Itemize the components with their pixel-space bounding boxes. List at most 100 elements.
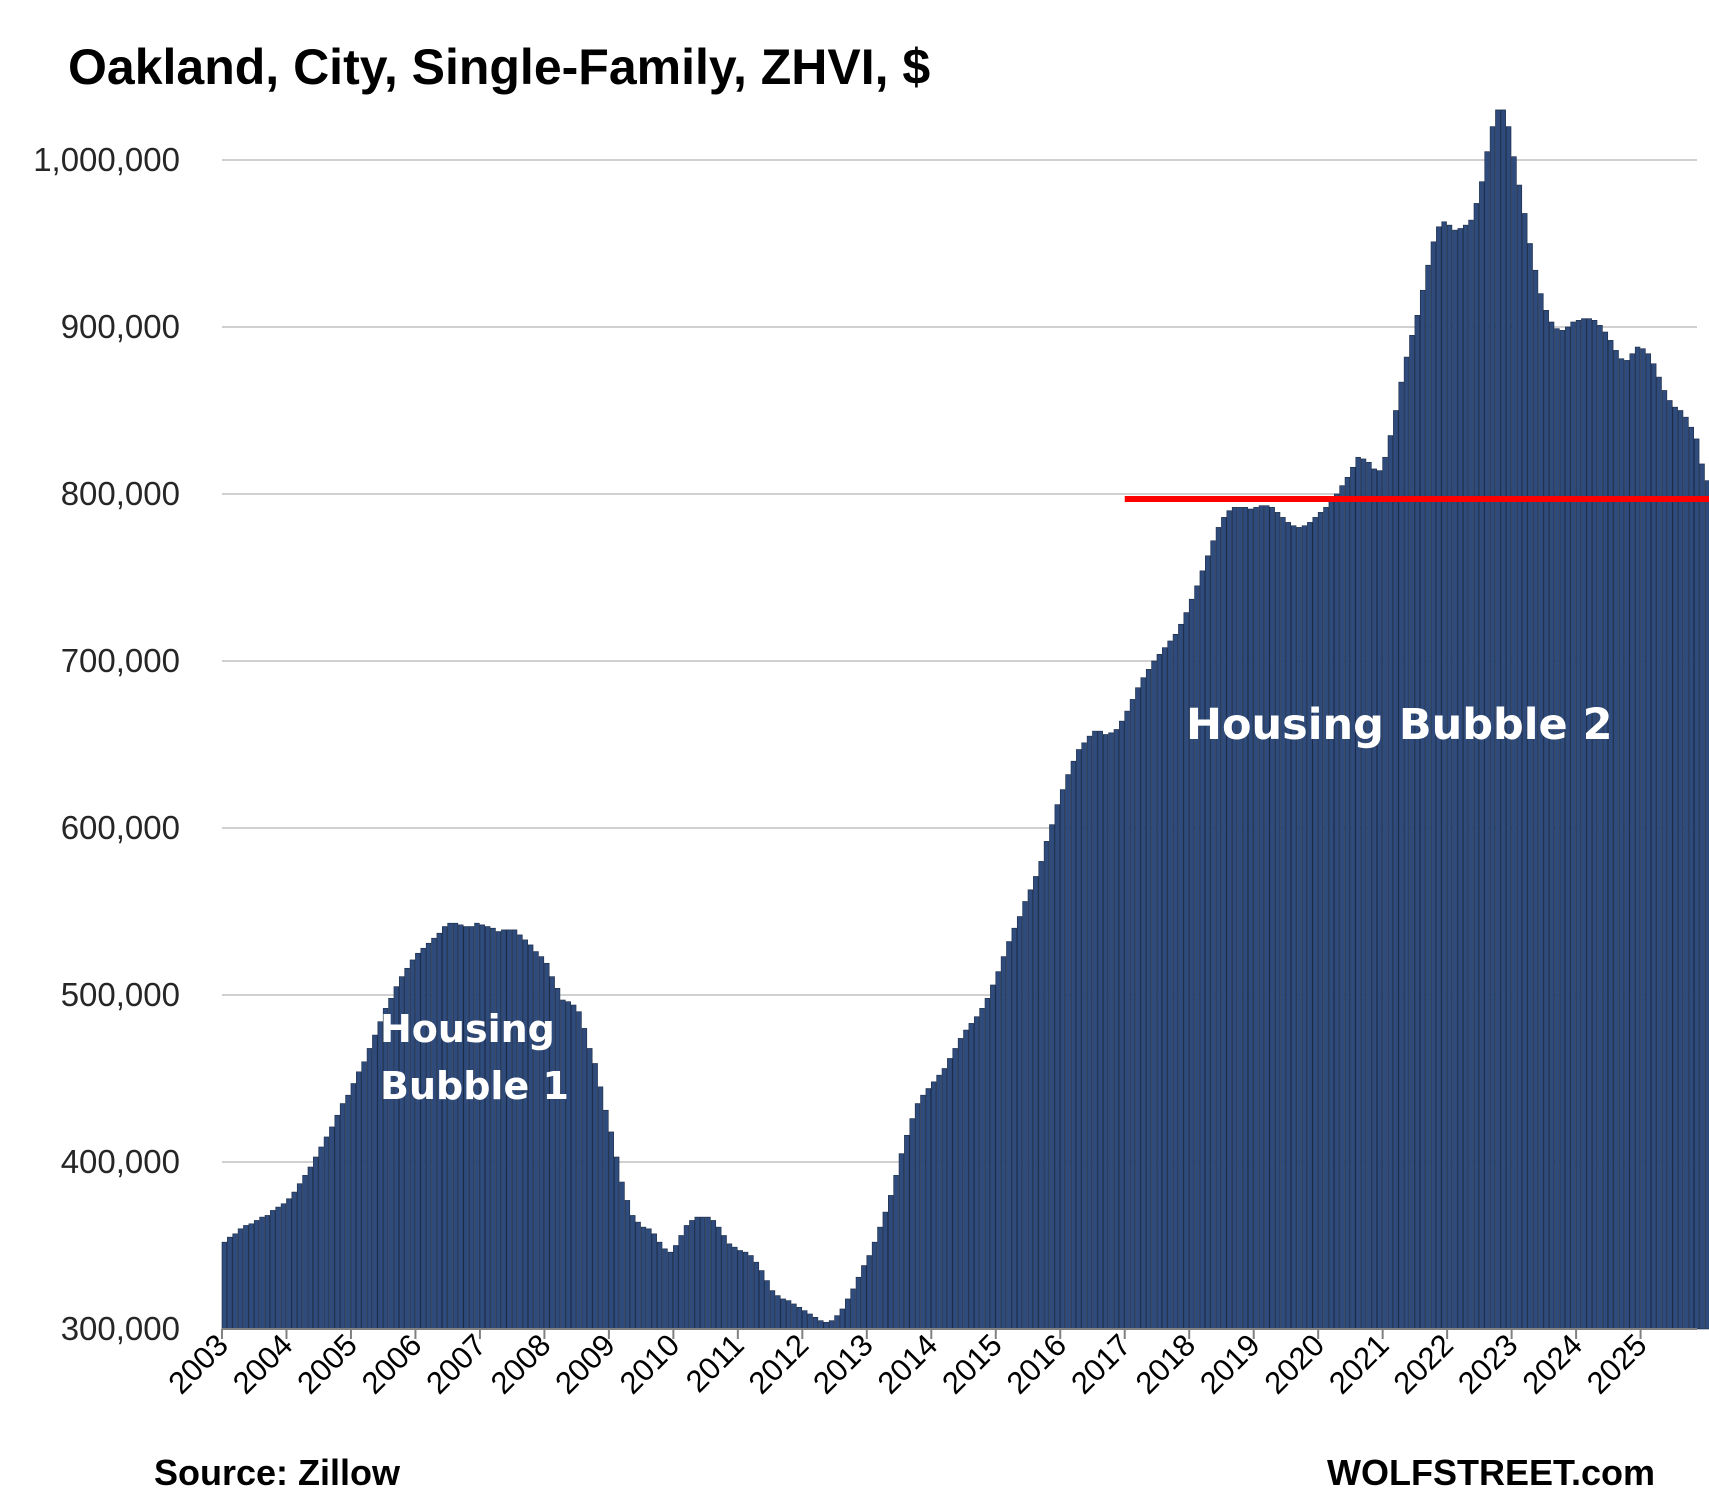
x-axis: [221, 1328, 1697, 1339]
chart-title: Oakland, City, Single-Family, ZHVI, $: [68, 39, 931, 95]
x-tick-label: 2024: [1516, 1327, 1590, 1401]
bar: [592, 1063, 598, 1330]
bar: [291, 1191, 297, 1330]
y-tick-label: 1,000,000: [33, 141, 180, 178]
bar: [1065, 774, 1071, 1330]
bar: [667, 1251, 674, 1330]
y-tick-label: 600,000: [61, 809, 180, 846]
bar: [1586, 318, 1592, 1330]
bar: [699, 1216, 706, 1330]
bar: [1231, 507, 1238, 1330]
bar: [1140, 677, 1146, 1330]
bar: [259, 1216, 265, 1330]
bar: [705, 1216, 711, 1330]
bar: [925, 1088, 931, 1330]
bar: [350, 1083, 357, 1330]
bar: [1371, 468, 1377, 1330]
bar: [930, 1081, 937, 1330]
bar: [914, 1103, 921, 1330]
bar: [1135, 687, 1141, 1330]
bar: [984, 998, 991, 1330]
bar: [1006, 941, 1012, 1330]
bar: [678, 1235, 684, 1330]
bar: [1033, 876, 1039, 1330]
bar: [221, 1241, 228, 1330]
y-tick-label: 300,000: [61, 1310, 180, 1347]
bar: [1350, 466, 1356, 1330]
bar: [1656, 376, 1662, 1330]
y-tick-label: 400,000: [61, 1143, 180, 1180]
bar: [1608, 340, 1614, 1330]
bar: [1436, 226, 1442, 1330]
x-tick-label: 2021: [1322, 1327, 1396, 1401]
bar: [1360, 458, 1367, 1330]
bar: [1565, 326, 1571, 1330]
x-tick-label: 2015: [935, 1327, 1009, 1401]
bar: [1274, 512, 1281, 1330]
bar: [1667, 400, 1673, 1330]
bar: [1215, 527, 1222, 1330]
bar: [1538, 293, 1544, 1330]
x-tick-label: 2019: [1193, 1327, 1267, 1401]
bar: [640, 1226, 647, 1330]
bar: [1468, 219, 1474, 1330]
bar: [818, 1320, 824, 1330]
bar: [1462, 224, 1469, 1330]
bar: [1355, 456, 1361, 1330]
bar: [753, 1261, 760, 1330]
bar: [1672, 406, 1678, 1330]
bar: [1269, 507, 1275, 1330]
bar: [1522, 213, 1528, 1330]
y-tick-label: 800,000: [61, 475, 180, 512]
bar: [683, 1225, 690, 1330]
y-tick-label: 700,000: [61, 642, 180, 679]
bar: [1145, 669, 1152, 1330]
x-tick-label: 2011: [679, 1327, 751, 1399]
bar: [785, 1300, 792, 1330]
y-axis-ticks: 300,000 400,000 500,000 600,000 700,000 800,0…: [33, 141, 180, 1347]
bar: [1334, 493, 1340, 1330]
x-tick-label: 2025: [1580, 1327, 1654, 1401]
bar: [1651, 363, 1657, 1330]
bar: [737, 1250, 743, 1330]
bar: [1677, 410, 1684, 1330]
bar: [694, 1216, 700, 1330]
bar: [1366, 461, 1372, 1330]
bar: [334, 1114, 340, 1330]
bar: [1307, 522, 1313, 1330]
bar: [1092, 730, 1098, 1330]
bar: [1414, 315, 1420, 1330]
bar: [1624, 360, 1630, 1330]
bar: [442, 926, 448, 1330]
bar: [570, 1004, 577, 1330]
bar: [1022, 901, 1028, 1330]
bar: [1548, 321, 1555, 1330]
bar: [861, 1265, 867, 1330]
bar: [624, 1200, 631, 1330]
bar: [501, 929, 507, 1330]
x-tick-label: 2017: [1064, 1327, 1138, 1401]
bar: [1205, 555, 1211, 1330]
bar: [527, 944, 534, 1330]
bar: [463, 926, 469, 1330]
bar: [1194, 585, 1200, 1330]
bar: [662, 1248, 668, 1330]
bar: [264, 1215, 271, 1330]
bar: [275, 1206, 281, 1330]
bar: [839, 1308, 846, 1330]
bar: [909, 1118, 915, 1330]
bar: [313, 1156, 319, 1330]
x-tick-label: 2018: [1129, 1327, 1203, 1401]
bar: [318, 1146, 324, 1330]
bar: [1070, 760, 1077, 1330]
bar: [522, 939, 528, 1330]
bar: [882, 1211, 888, 1330]
bar: [329, 1126, 335, 1330]
bar: [898, 1153, 905, 1330]
bar: [587, 1048, 593, 1330]
bar: [1119, 720, 1125, 1330]
bar: [968, 1023, 974, 1330]
bar: [1430, 241, 1437, 1330]
y-tick-label: 900,000: [61, 308, 180, 345]
bar: [517, 934, 523, 1330]
